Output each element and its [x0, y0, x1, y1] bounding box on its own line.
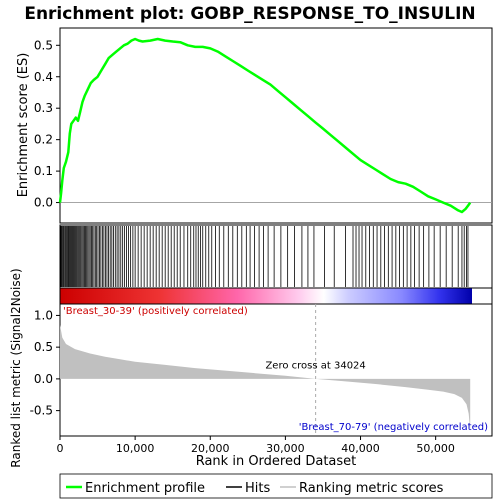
- es-y-axis-label: Enrichment score (ES): [16, 53, 31, 198]
- es-y-tick-label: 0.3: [34, 101, 53, 115]
- ranking-metric-area: [60, 324, 471, 431]
- metric-y-axis-ticks: -0.5 0.0 0.5 1.0: [30, 308, 60, 418]
- metric-y-axis-label: Ranked list metric (Signal2Noise): [9, 268, 23, 467]
- metric-y-tick-label: 0.5: [34, 340, 53, 354]
- rank-color-bar: [60, 288, 472, 304]
- zero-cross-annotation: Zero cross at 34024: [265, 361, 365, 372]
- metric-y-tick-label: 0.0: [34, 372, 53, 386]
- x-tick-label: 50,000: [416, 442, 455, 455]
- metric-y-tick-label: -0.5: [30, 404, 53, 418]
- x-axis-label: Rank in Ordered Dataset: [196, 454, 357, 469]
- legend-hits-label: Hits: [245, 481, 270, 496]
- x-tick-label: 40,000: [341, 442, 380, 455]
- metric-y-tick-label: 1.0: [34, 308, 53, 322]
- positive-correlation-label: 'Breast_30-39' (positively correlated): [63, 306, 248, 317]
- legend-enrichment-label: Enrichment profile: [85, 481, 205, 496]
- legend-box: [59, 473, 493, 499]
- legend-metric-label: Ranking metric scores: [299, 481, 444, 496]
- es-y-axis-ticks: 0.0 0.1 0.2 0.3 0.4 0.5: [34, 38, 60, 210]
- x-axis-ticks: 0 10,000 20,000 30,000 40,000 50,000: [57, 436, 455, 455]
- x-tick-label: 20,000: [191, 442, 230, 455]
- x-tick-label: 10,000: [116, 442, 155, 455]
- negative-correlation-label: 'Breast_70-79' (negatively correlated): [299, 422, 488, 433]
- es-panel-frame: [59, 27, 493, 224]
- hits-panel-frame: [59, 224, 493, 289]
- gene-hits: [60, 226, 469, 287]
- x-tick-label: 0: [57, 442, 64, 455]
- enrichment-profile-line: [58, 37, 472, 214]
- es-y-tick-label: 0.4: [34, 70, 53, 84]
- chart-title: Enrichment plot: GOBP_RESPONSE_TO_INSULI…: [24, 4, 475, 24]
- es-y-tick-label: 0.0: [34, 196, 53, 210]
- x-tick-label: 30,000: [266, 442, 305, 455]
- es-y-tick-label: 0.5: [34, 38, 53, 52]
- es-y-tick-label: 0.2: [34, 133, 53, 147]
- es-y-tick-label: 0.1: [34, 164, 53, 178]
